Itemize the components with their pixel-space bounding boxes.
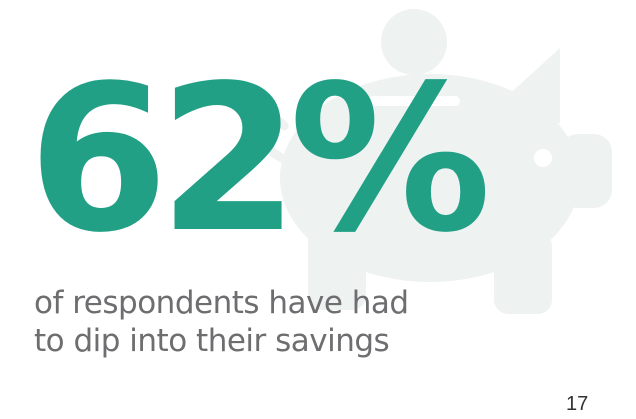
headline-stat: 62% — [28, 41, 491, 277]
page-number: 17 — [566, 393, 589, 415]
stat-caption: of respondents have had to dip into thei… — [34, 285, 409, 359]
